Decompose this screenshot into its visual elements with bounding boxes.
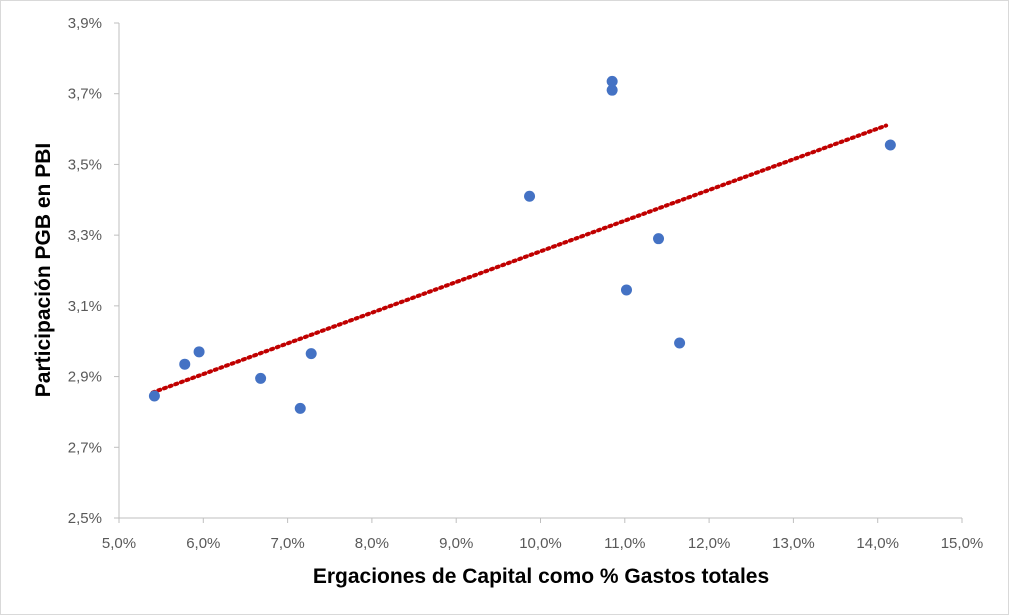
x-tick-label: 9,0% xyxy=(439,535,473,552)
x-tick-label: 6,0% xyxy=(186,535,220,552)
data-point xyxy=(193,346,205,358)
data-point xyxy=(674,337,686,349)
data-point xyxy=(255,372,267,384)
y-tick-label: 3,9% xyxy=(68,15,102,32)
data-point xyxy=(179,358,191,370)
x-tick-label: 11,0% xyxy=(604,535,645,552)
x-tick-label: 14,0% xyxy=(856,535,899,552)
x-axis-title: Ergaciones de Capital como % Gastos tota… xyxy=(313,565,769,588)
x-tick-label: 8,0% xyxy=(355,535,389,552)
y-tick-label: 3,7% xyxy=(68,86,102,103)
data-point xyxy=(524,190,536,202)
data-point xyxy=(884,139,896,151)
axes xyxy=(114,22,963,523)
y-tick-label: 3,5% xyxy=(68,156,102,173)
y-tick-label: 2,5% xyxy=(68,510,102,527)
data-point xyxy=(606,84,618,96)
y-tick-label: 3,3% xyxy=(68,227,102,244)
trendline xyxy=(150,123,889,395)
data-point xyxy=(294,402,306,414)
x-tick-label: 15,0% xyxy=(941,535,984,552)
data-point xyxy=(305,348,317,360)
x-tick-label: 10,0% xyxy=(519,535,562,552)
data-point xyxy=(620,284,632,296)
x-tick-label: 13,0% xyxy=(772,535,815,552)
points-group xyxy=(148,75,896,414)
data-point xyxy=(653,233,665,245)
y-tick-label: 2,9% xyxy=(68,369,102,386)
y-axis-title: Participación PGB en PBI xyxy=(32,143,55,397)
y-tick-label: 2,7% xyxy=(68,439,102,456)
x-tick-label: 7,0% xyxy=(270,535,304,552)
data-point xyxy=(606,75,618,87)
y-tick-label: 3,1% xyxy=(68,298,102,315)
x-tick-label: 5,0% xyxy=(102,535,136,552)
y-tick-labels: 2,5% 2,7% 2,9% 3,1% 3,3% 3,5% 3,7% 3,9% xyxy=(68,15,102,527)
x-tick-label: 12,0% xyxy=(688,535,731,552)
trendline-group xyxy=(150,123,889,395)
x-tick-labels: 5,0% 6,0% 7,0% 8,0% 9,0% 10,0% 11,0% 12,0% 13,0%… xyxy=(102,535,983,552)
data-point xyxy=(148,390,160,402)
